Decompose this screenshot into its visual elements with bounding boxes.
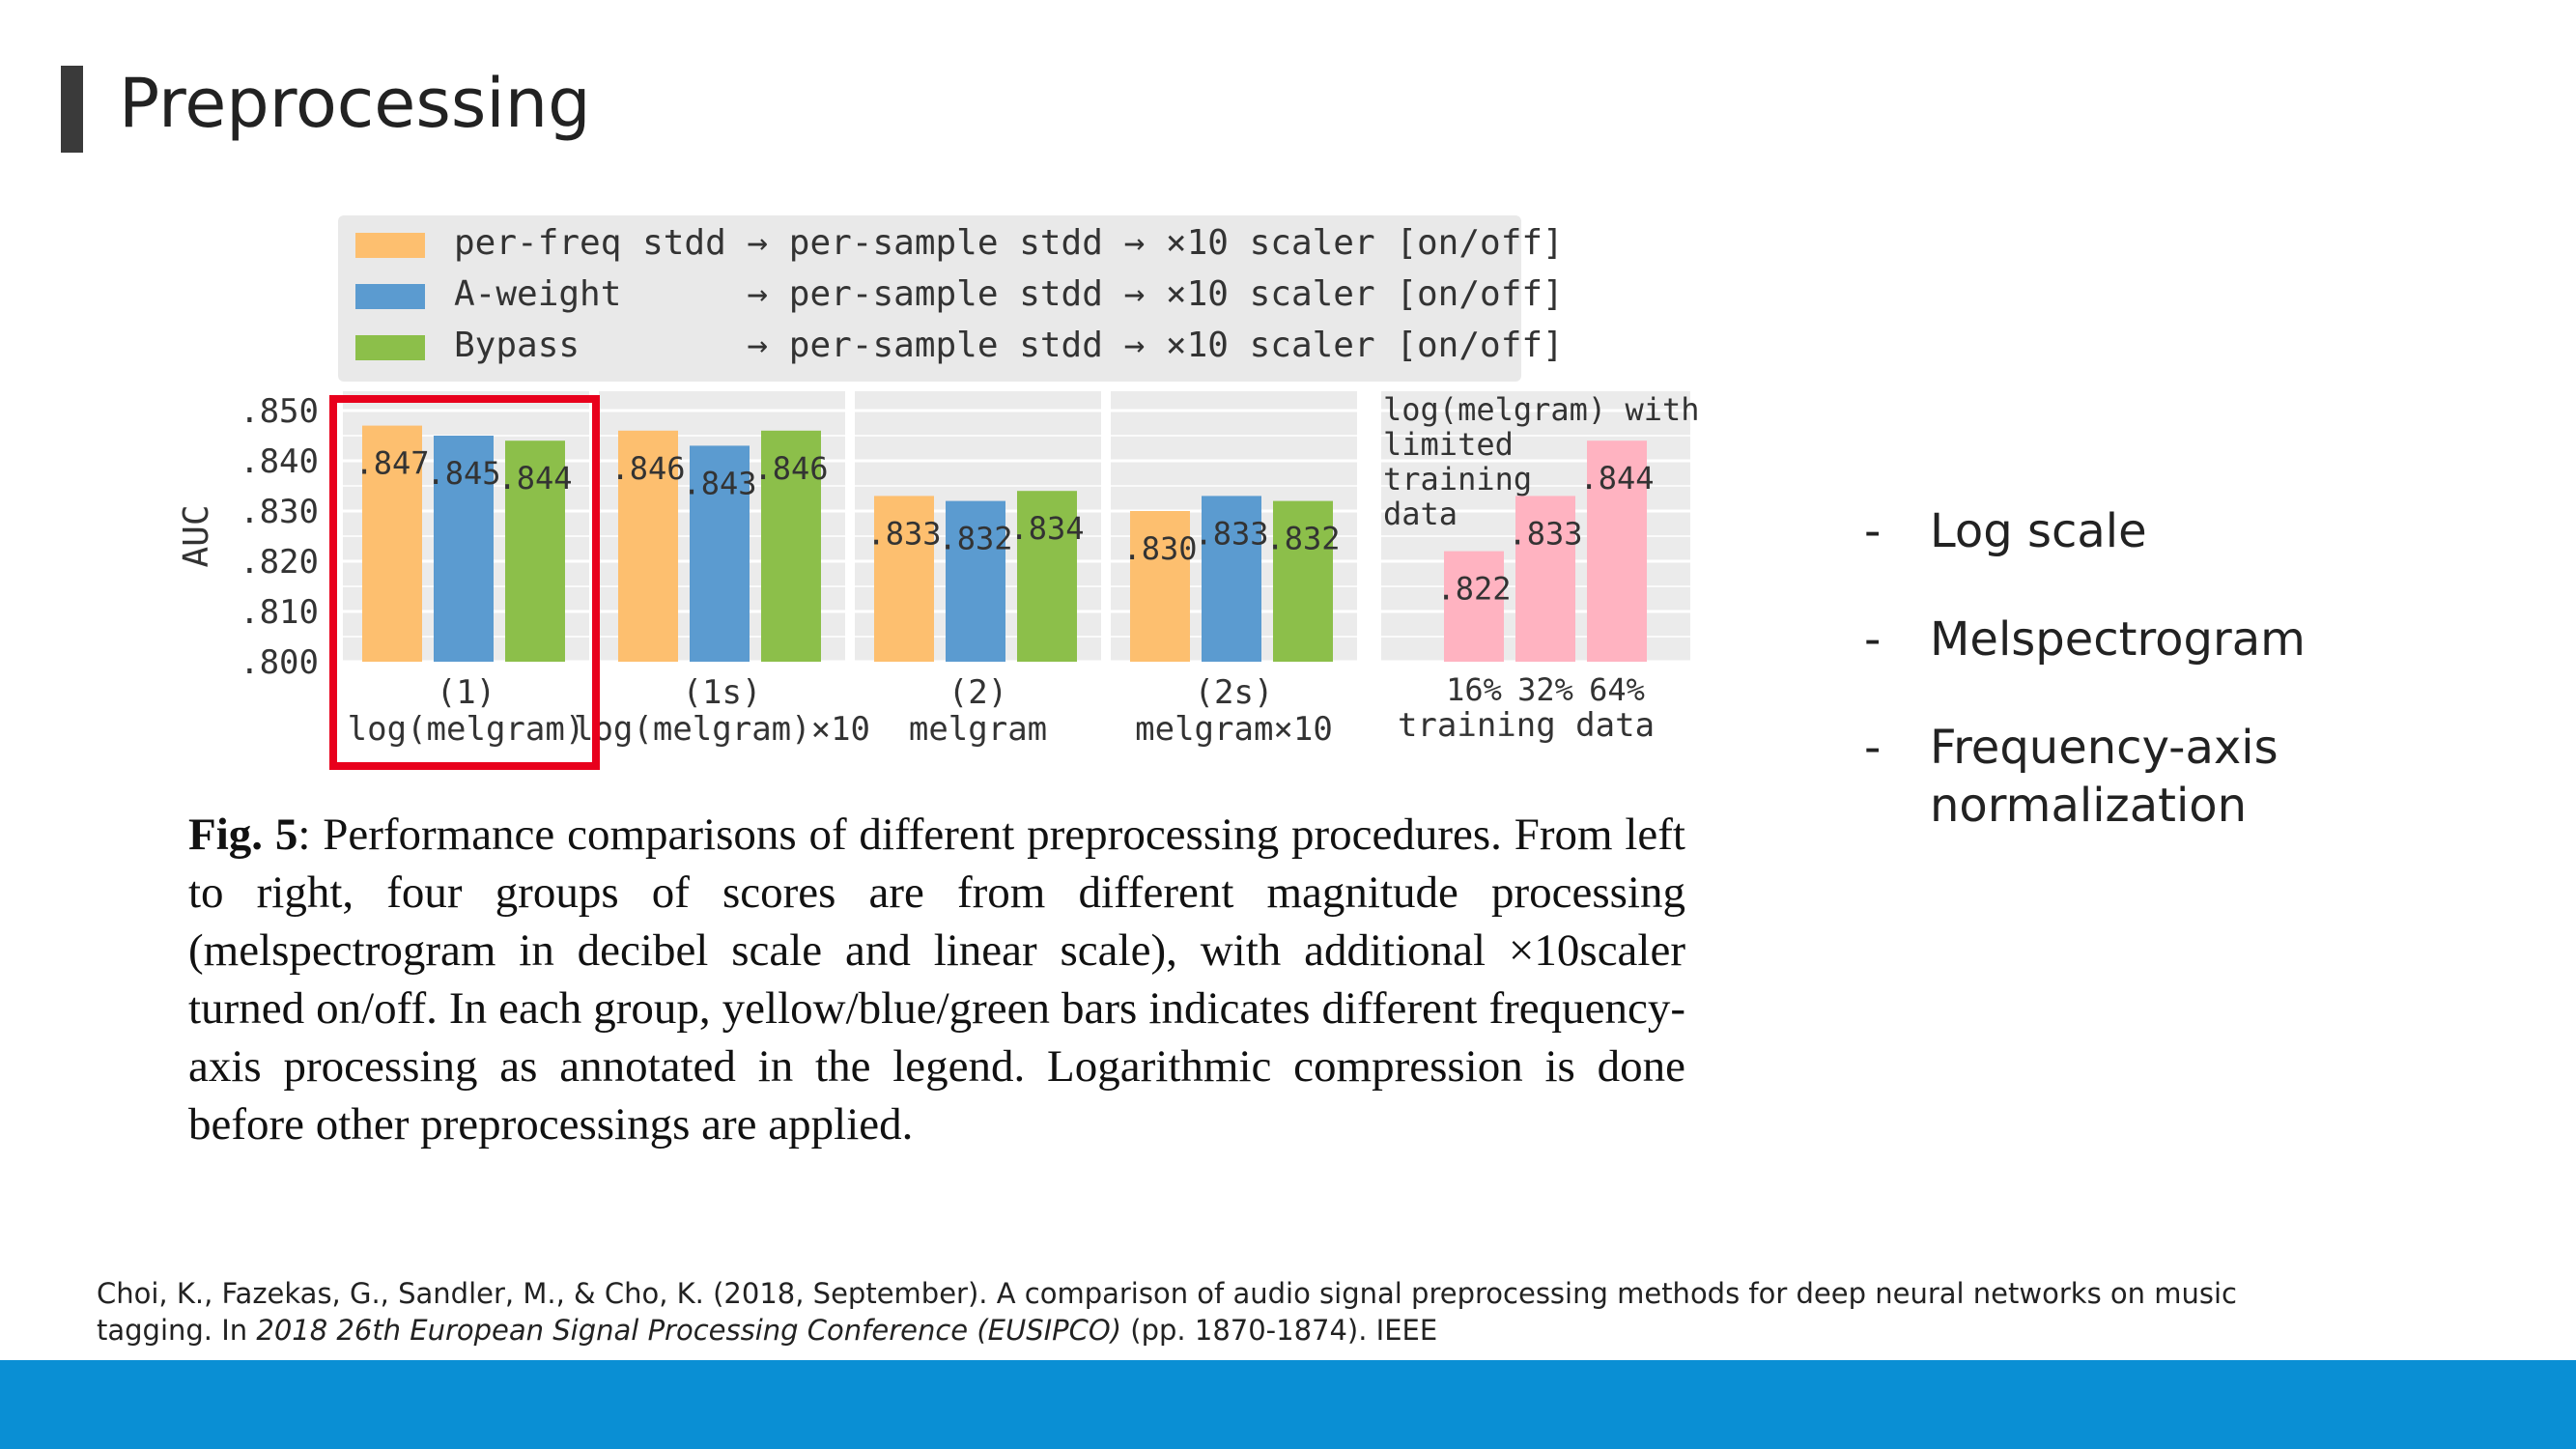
bullet-item: - Melspectrogram xyxy=(1864,611,2306,668)
bar xyxy=(1202,496,1261,662)
bar-value-label: .832 xyxy=(1265,521,1340,557)
bar-value-label: .833 xyxy=(866,515,941,552)
group-label-name: melgram xyxy=(909,710,1047,749)
citation-venue: 2018 26th European Signal Processing Con… xyxy=(256,1314,1122,1347)
legend-label: A-weight → per-sample stdd → ×10 scaler … xyxy=(454,274,1564,314)
caption-fig-label: Fig. 5 xyxy=(188,810,298,860)
limited-annotation: limited xyxy=(1383,426,1514,463)
y-tick-label: .840 xyxy=(240,442,319,481)
y-tick-label: .850 xyxy=(240,392,319,431)
bullet-dash: - xyxy=(1864,612,1882,667)
legend-swatch xyxy=(355,335,425,360)
legend-swatch xyxy=(355,284,425,309)
bar xyxy=(946,500,1005,662)
citation-text: Choi, K., Fazekas, G., Sandler, M., & Ch… xyxy=(97,1277,2237,1347)
y-tick-label: .810 xyxy=(240,593,319,632)
bar-value-label: .833 xyxy=(1194,515,1268,552)
limited-annotation: data xyxy=(1383,496,1458,532)
legend-label: per-freq stdd → per-sample stdd → ×10 sc… xyxy=(454,223,1564,263)
bar xyxy=(1515,496,1575,662)
highlight-box xyxy=(329,395,600,770)
bar-value-label: .845 xyxy=(426,455,500,492)
bar-value-label: .846 xyxy=(610,450,685,487)
caption-text: : Performance comparisons of different p… xyxy=(188,810,1685,1150)
bar xyxy=(434,436,494,662)
figure-caption: Fig. 5: Performance comparisons of diffe… xyxy=(188,806,1685,1153)
legend-label: Bypass → per-sample stdd → ×10 scaler [o… xyxy=(454,326,1564,365)
bar xyxy=(618,430,678,662)
slide-title: Preprocessing xyxy=(119,64,591,143)
bar-value-label: .847 xyxy=(354,445,429,482)
group-label-name: melgram×10 xyxy=(1135,710,1333,749)
bar-value-label: .834 xyxy=(1009,510,1084,547)
y-tick-label: .820 xyxy=(240,543,319,582)
group-label-index: (1) xyxy=(437,673,495,712)
bar-chart: per-freq stdd → per-sample stdd → ×10 sc… xyxy=(177,215,1700,770)
bar-value-label: .844 xyxy=(1579,460,1654,497)
bullet-text: Frequency-axis normalization xyxy=(1930,721,2279,833)
bullet-list: - Log scale - Melspectrogram - Frequency… xyxy=(1864,502,2306,885)
bar-value-label: .844 xyxy=(497,460,572,497)
group-label-index: (2) xyxy=(948,673,1007,712)
bar-value-label: .822 xyxy=(1436,571,1511,608)
bar xyxy=(690,445,750,662)
group-label-name: log(melgram) xyxy=(348,710,585,749)
limited-category-label: 64% xyxy=(1589,671,1645,708)
bar xyxy=(1017,491,1077,662)
title-accent-bar xyxy=(61,66,83,153)
bullet-item: - Frequency-axis normalization xyxy=(1864,719,2306,835)
bar-value-label: .846 xyxy=(753,450,828,487)
bar-value-label: .832 xyxy=(938,521,1012,557)
y-axis-label: AUC xyxy=(177,504,216,567)
bar xyxy=(362,425,422,662)
bar xyxy=(1130,511,1190,662)
bar xyxy=(761,430,821,662)
bar xyxy=(1444,551,1504,662)
bullet-dash: - xyxy=(1864,721,1882,775)
y-tick-label: .800 xyxy=(240,643,319,682)
figure-chart: per-freq stdd → per-sample stdd → ×10 sc… xyxy=(174,208,1700,778)
limited-x-label: training data xyxy=(1398,706,1655,745)
bullet-dash: - xyxy=(1864,504,1882,558)
group-label-index: (1s) xyxy=(683,673,762,712)
bar-value-label: .833 xyxy=(1508,515,1582,552)
limited-category-label: 16% xyxy=(1446,671,1502,708)
group-label-index: (2s) xyxy=(1195,673,1274,712)
bar xyxy=(505,440,565,662)
bullet-text: Log scale xyxy=(1930,504,2147,558)
bar xyxy=(874,496,934,662)
y-tick-label: .830 xyxy=(240,493,319,531)
bullet-item: - Log scale xyxy=(1864,502,2306,560)
bar-value-label: .843 xyxy=(682,465,756,501)
citation-pages: (pp. 1870-1874). IEEE xyxy=(1121,1314,1438,1347)
group-label-name: log(melgram)×10 xyxy=(574,710,870,749)
limited-annotation: log(melgram) with xyxy=(1383,391,1700,428)
footer-bar xyxy=(0,1360,2576,1449)
limited-category-label: 32% xyxy=(1517,671,1573,708)
legend-box xyxy=(338,215,1521,382)
bullet-text: Melspectrogram xyxy=(1930,612,2306,667)
limited-annotation: training xyxy=(1383,461,1532,497)
bar xyxy=(1587,440,1647,662)
citation: Choi, K., Fazekas, G., Sandler, M., & Ch… xyxy=(97,1275,2318,1349)
bar xyxy=(1273,500,1333,662)
legend-swatch xyxy=(355,233,425,258)
bar-value-label: .830 xyxy=(1122,530,1197,567)
